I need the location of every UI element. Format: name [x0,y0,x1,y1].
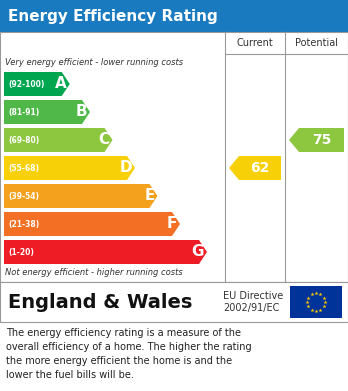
Bar [0,282,348,322]
Polygon shape [229,156,281,180]
Polygon shape [4,156,135,180]
Bar [0,32,348,282]
Text: Current: Current [237,38,274,48]
Bar [0,0,348,32]
Text: Energy Efficiency Rating: Energy Efficiency Rating [8,9,218,23]
Polygon shape [4,100,90,124]
Text: Very energy efficient - lower running costs: Very energy efficient - lower running co… [5,58,183,67]
Text: Not energy efficient - higher running costs: Not energy efficient - higher running co… [5,268,183,277]
Text: (81-91): (81-91) [8,108,39,117]
Text: (55-68): (55-68) [8,163,39,172]
Text: C: C [98,133,110,147]
Polygon shape [289,128,344,152]
Text: D: D [119,160,132,176]
Text: 75: 75 [312,133,331,147]
Text: G: G [191,244,204,260]
Text: (92-100): (92-100) [8,79,45,88]
Text: (1-20): (1-20) [8,248,34,256]
Bar [290,286,342,318]
Text: Potential: Potential [295,38,338,48]
Text: F: F [167,217,177,231]
Text: The energy efficiency rating is a measure of the
overall efficiency of a home. T: The energy efficiency rating is a measur… [6,328,252,380]
Text: B: B [76,104,87,120]
Text: A: A [55,77,67,91]
Text: (39-54): (39-54) [8,192,39,201]
Text: (69-80): (69-80) [8,136,39,145]
Polygon shape [4,72,70,96]
Text: EU Directive
2002/91/EC: EU Directive 2002/91/EC [223,291,283,313]
Polygon shape [4,128,112,152]
Polygon shape [4,212,180,236]
Text: England & Wales: England & Wales [8,292,192,312]
Polygon shape [4,184,158,208]
Text: E: E [144,188,155,203]
Polygon shape [4,240,207,264]
Text: (21-38): (21-38) [8,219,39,228]
Text: 62: 62 [250,161,270,175]
